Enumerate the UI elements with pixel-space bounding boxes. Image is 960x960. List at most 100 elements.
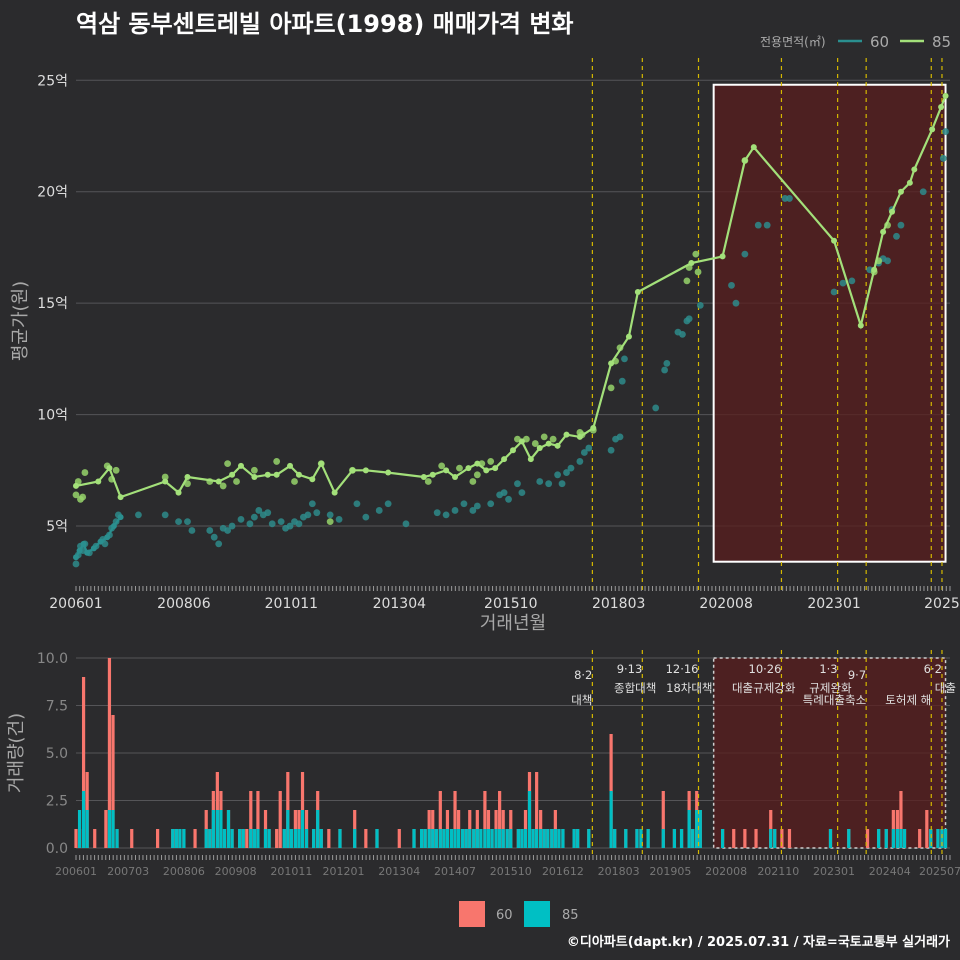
line-point-85 [750,144,757,151]
line-point-85 [831,237,838,244]
line-point-85 [929,126,936,133]
x-tick-label: 201510 [490,865,532,878]
line-point-85 [295,471,302,478]
bar-85 [453,829,457,848]
point-60 [184,518,191,525]
line-point-85 [465,465,472,472]
x-tick-label: 200908 [215,865,257,878]
bar-85 [241,829,245,848]
point-60 [224,527,232,534]
line-point-85 [545,440,552,447]
point-60 [246,520,254,528]
point-85 [233,478,240,485]
legend-swatch-60 [459,901,485,927]
point-85 [250,466,258,474]
bar-85 [929,829,933,848]
annotation-label: 규제완화 [809,681,852,695]
bar-85 [226,810,231,848]
y-tick-label: 15억 [37,296,68,312]
bar-85 [297,829,301,848]
x-tick-label: 201011 [265,596,318,612]
x-tick-label: 201011 [270,865,312,878]
bar-85 [438,829,442,848]
y-tick-label: 7.5 [46,699,68,715]
x-tick-label: 202404 [869,865,911,878]
point-60 [839,279,847,287]
bar-60 [364,829,368,848]
bar-85 [501,829,505,848]
point-60 [469,507,477,514]
bar-85 [695,810,699,848]
point-60 [313,509,321,517]
annotation-date: 8·2 [574,668,592,682]
bar-60 [275,829,279,848]
point-60 [433,509,441,517]
point-60 [500,489,508,497]
line-point-85 [162,478,169,485]
legend-label-60: 60 [496,908,513,923]
highlight-box [712,657,947,849]
bar-85 [828,829,833,848]
bar-85 [238,829,242,848]
annotation-label: 대책 [571,693,592,707]
line-point-85 [590,424,597,431]
line-point-85 [911,166,918,173]
bar-85 [509,829,513,848]
point-85 [112,466,120,474]
point-60 [563,469,570,476]
bar-85 [891,829,895,848]
point-60 [210,533,218,541]
point-60 [585,444,593,452]
point-60 [763,221,771,229]
point-60 [919,188,927,196]
point-60 [685,315,693,323]
x-tick-label: 201510 [484,596,537,612]
line-point-85 [634,289,641,296]
line-point-60 [90,545,97,552]
point-85 [219,482,227,490]
bar-85 [316,810,320,848]
x-tick-label: 201612 [542,865,584,878]
line-point-85 [510,447,516,454]
bar-85 [520,829,524,848]
bar-85 [527,791,532,848]
bar-85 [338,829,342,848]
bar-85 [639,829,643,848]
line-point-85 [688,260,695,267]
point-85 [161,473,169,481]
bar-85 [267,829,271,848]
bar-85 [215,810,219,848]
x-tick-label: 2025 [924,596,960,612]
bar-85 [289,829,293,848]
point-60 [473,502,481,510]
bar-85 [516,829,520,848]
bar-85 [687,810,691,848]
bar-85 [486,829,491,848]
y-tick-label: 2.5 [46,794,68,810]
point-60 [728,281,735,289]
point-85 [540,433,548,441]
line-point-85 [576,433,583,440]
bar-85 [535,829,539,848]
bar-85 [293,829,297,848]
bar-85 [940,829,944,848]
line-point-85 [443,467,450,474]
bar-85 [256,829,260,848]
point-60 [830,288,838,296]
y-tick-label: 5억 [46,519,68,535]
bar-85 [576,829,580,848]
point-60 [741,250,749,258]
x-tick-label: 200601 [55,865,97,878]
highlight-box [712,83,947,563]
annotation-date: 12·16 [666,662,699,676]
bar-60 [245,829,249,848]
bar-85 [479,829,483,848]
point-85 [424,478,432,485]
point-60 [616,433,624,441]
line-point-85 [527,456,534,463]
bar-85 [498,829,502,848]
bar-85 [561,829,565,848]
bar-85 [434,829,438,848]
point-85 [683,277,691,285]
line-point-85 [452,474,459,481]
